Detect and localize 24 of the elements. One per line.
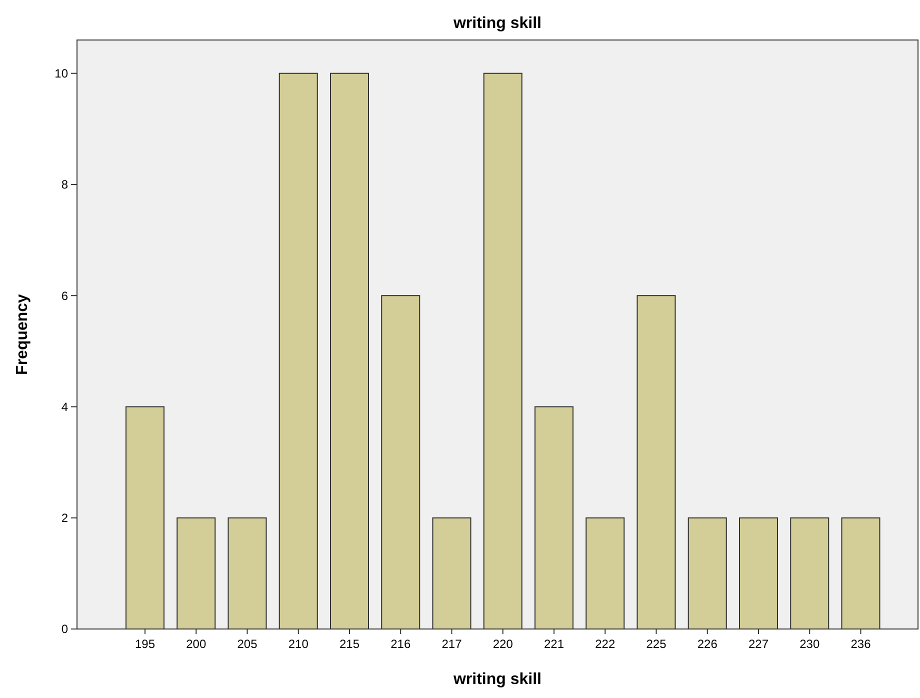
chart-title: writing skill (452, 15, 542, 32)
y-tick-label: 0 (61, 622, 68, 636)
x-tick-label: 227 (748, 637, 769, 651)
x-tick-label: 200 (186, 637, 206, 651)
x-tick-label: 215 (339, 637, 360, 651)
x-tick-label: 225 (646, 637, 667, 651)
y-tick-label: 10 (54, 66, 68, 81)
y-tick-label: 2 (61, 511, 68, 526)
x-tick-label: 226 (697, 637, 718, 651)
x-tick-label: 210 (288, 637, 309, 651)
x-tick-label: 195 (134, 637, 156, 651)
y-axis-title: Frequency (14, 294, 31, 375)
x-axis-title: writing skill (452, 671, 542, 688)
y-tick-label: 4 (61, 400, 68, 414)
x-tick-label: 236 (850, 637, 872, 651)
y-tick-label: 8 (61, 178, 68, 192)
x-tick-label: 221 (544, 637, 564, 651)
x-tick-label: 220 (492, 637, 514, 651)
y-tick-label: 6 (61, 288, 68, 303)
x-tick-label: 216 (390, 637, 411, 651)
x-tick-label: 222 (595, 637, 616, 651)
x-tick-label: 230 (800, 637, 820, 651)
x-tick-label: 205 (237, 637, 258, 651)
x-tick-label: 217 (442, 637, 462, 651)
